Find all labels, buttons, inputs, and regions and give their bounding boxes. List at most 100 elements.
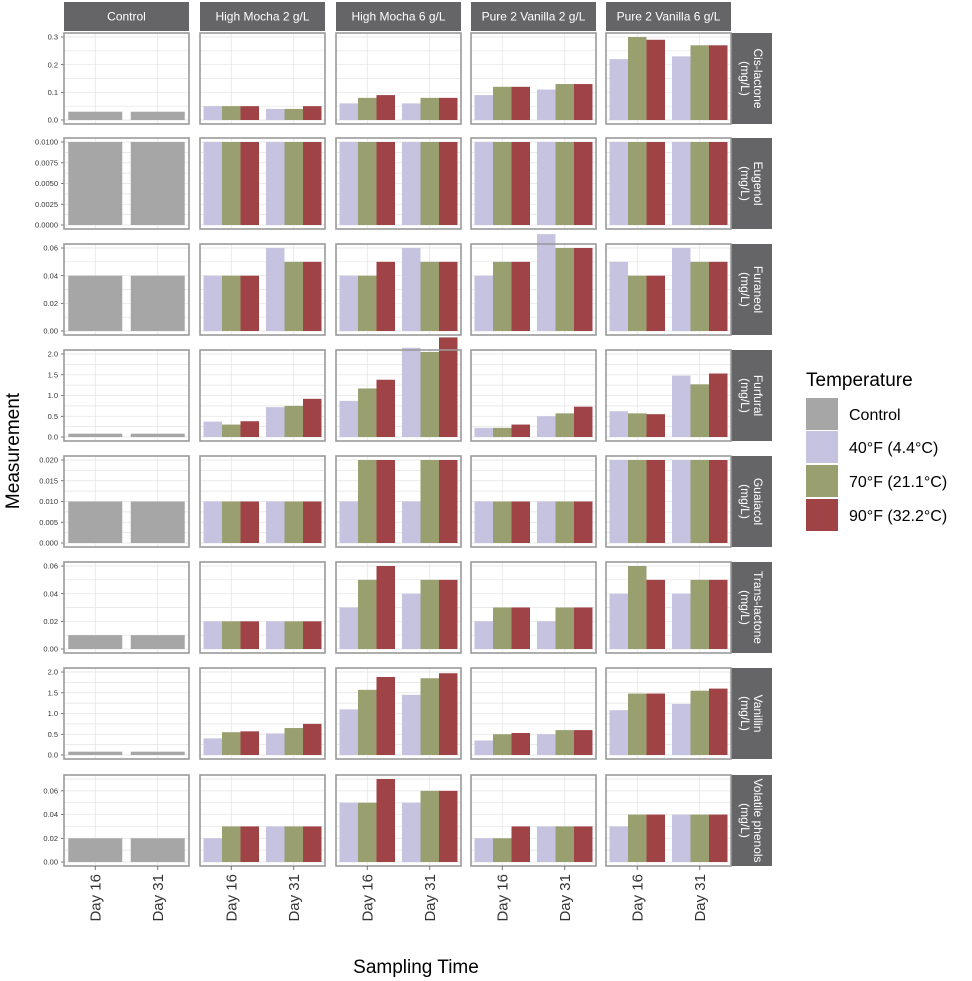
legend-swatch (806, 499, 838, 531)
y-tick-label: 0.06 (43, 562, 58, 571)
panel-border (63, 667, 190, 760)
bar (420, 142, 439, 225)
bar (493, 501, 512, 543)
bar (402, 694, 421, 755)
y-tick-label: 1.0 (48, 709, 58, 718)
legend: Control 40°F (4.4°C) 70°F (21.1°C) 90°F (32… (806, 398, 947, 531)
row-strip (731, 668, 772, 759)
bar (339, 607, 358, 649)
bar (628, 693, 647, 755)
bar (709, 142, 728, 225)
bar (376, 460, 395, 543)
bar (303, 106, 322, 120)
panel-border (605, 667, 732, 760)
row-strip (731, 138, 772, 229)
bar (646, 693, 665, 755)
panel-border (63, 243, 190, 336)
row-strip (731, 244, 772, 335)
bar (203, 838, 222, 862)
bar (284, 826, 303, 862)
panel-border (63, 561, 190, 654)
y-tick-label: 0.0 (48, 433, 58, 442)
bar (420, 261, 439, 331)
bar (420, 579, 439, 649)
panel-border (470, 455, 597, 548)
bar (493, 261, 512, 331)
y-tick-label: 0.000 (39, 539, 58, 548)
bar (628, 275, 647, 331)
y-tick-label: 0.0000 (35, 221, 58, 230)
y-tick-label: 0.02 (43, 617, 58, 626)
panel-border (470, 561, 597, 654)
panel-border (63, 32, 190, 125)
bar (628, 413, 647, 437)
bar (646, 39, 665, 121)
bar (303, 501, 322, 543)
bar (672, 142, 691, 225)
row-strip (731, 456, 772, 547)
bar (222, 501, 241, 543)
bar (474, 621, 493, 649)
bar (672, 593, 691, 649)
panel-border (199, 137, 326, 230)
bar (358, 460, 377, 543)
bar (511, 424, 530, 437)
bar (511, 607, 530, 649)
x-axis-title: Sampling Time (353, 957, 479, 978)
y-tick-label: 0.06 (43, 244, 58, 253)
bar (628, 566, 647, 649)
bar (358, 689, 377, 755)
bar (474, 142, 493, 225)
bar (439, 579, 458, 649)
bar (130, 142, 185, 225)
bar (222, 142, 241, 225)
bar (574, 248, 593, 331)
bar (537, 501, 556, 543)
row-strip-label: Volatile phenols(mg/L) (738, 778, 765, 862)
bar (303, 261, 322, 331)
bar (130, 111, 185, 120)
bar (240, 142, 259, 225)
bar (672, 814, 691, 862)
bar (222, 826, 241, 862)
y-tick-label: 0.020 (39, 456, 58, 465)
bar (420, 351, 439, 437)
bar (439, 97, 458, 120)
bar (609, 460, 628, 543)
panel-border (335, 774, 462, 867)
legend-label: Control (849, 407, 901, 424)
legend-title: Temperature (806, 370, 913, 391)
column-strip (471, 2, 596, 31)
row-strip-label: Trans-lactone(mg/L) (738, 571, 765, 644)
bar (690, 142, 709, 225)
bar (266, 733, 285, 755)
bar (358, 275, 377, 331)
bar (68, 275, 123, 331)
bar (376, 261, 395, 331)
bar (709, 261, 728, 331)
bar (537, 621, 556, 649)
bar (68, 838, 123, 862)
bar (420, 97, 439, 120)
bar (609, 59, 628, 120)
bar (646, 579, 665, 649)
y-tick-label: 0.2 (48, 60, 58, 69)
bar (439, 337, 458, 437)
bar (709, 460, 728, 543)
bar (574, 406, 593, 437)
bar (68, 433, 123, 437)
bar (240, 501, 259, 543)
y-tick-label: 0.0 (48, 116, 58, 125)
bar (690, 261, 709, 331)
bar (222, 732, 241, 755)
bar (574, 501, 593, 543)
column-strip-label: High Mocha 6 g/L (351, 10, 445, 24)
bar (376, 95, 395, 120)
panel-border (605, 774, 732, 867)
bar (420, 460, 439, 543)
panel-border (335, 349, 462, 442)
bar (339, 709, 358, 755)
bar (574, 84, 593, 120)
bar (646, 414, 665, 437)
